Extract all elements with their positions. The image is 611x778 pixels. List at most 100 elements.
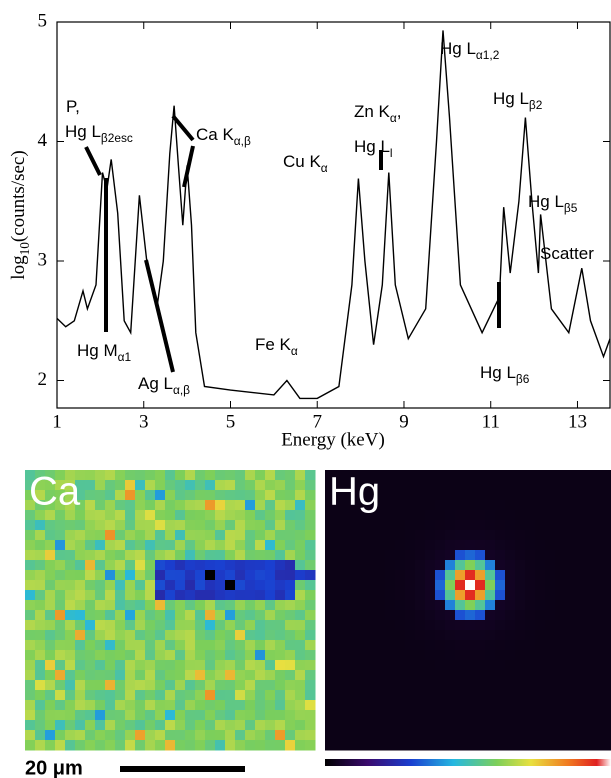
map-pixel [435, 630, 446, 641]
map-pixel [545, 510, 556, 521]
map-pixel [175, 650, 186, 661]
map-pixel [345, 470, 356, 481]
map-pixel [495, 650, 506, 661]
map-pixel [495, 520, 506, 531]
map-pixel [295, 710, 306, 721]
map-pixel [415, 660, 426, 671]
map-pixel [175, 730, 186, 741]
map-pixel [145, 560, 156, 571]
map-pixel [175, 570, 186, 581]
map-pixel [195, 600, 206, 611]
map-pixel [255, 620, 266, 631]
map-pixel [345, 620, 356, 631]
map-pixel [135, 700, 146, 711]
map-pixel [85, 620, 96, 631]
map-pixel [365, 690, 376, 701]
map-pixel [325, 730, 336, 741]
map-pixel [35, 690, 46, 701]
x-tick-label: 11 [482, 411, 500, 432]
map-pixel [405, 660, 416, 671]
map-pixel [35, 630, 46, 641]
map-pixel [125, 470, 136, 481]
map-pixel [395, 720, 406, 731]
map-pixel [55, 500, 66, 511]
map-pixel [425, 540, 436, 551]
map-pixel [275, 470, 286, 481]
map-pixel [535, 710, 546, 721]
map-pixel [325, 590, 336, 601]
map-pixel [425, 590, 436, 601]
map-pixel [225, 660, 236, 671]
map-pixel [465, 660, 476, 671]
map-pixel [275, 610, 286, 621]
map-pixel [335, 490, 346, 501]
map-pixel [325, 710, 336, 721]
map-pixel [565, 640, 576, 651]
map-pixel [495, 690, 506, 701]
map-pixel [115, 700, 126, 711]
map-pixel [105, 690, 116, 701]
map-pixel [545, 500, 556, 511]
map-pixel [105, 630, 116, 641]
map-pixel [575, 520, 586, 531]
map-pixel [275, 570, 286, 581]
map-pixel [165, 600, 176, 611]
map-pixel [355, 470, 366, 481]
map-pixel [355, 490, 366, 501]
map-pixel [65, 670, 76, 681]
map-pixel [295, 600, 306, 611]
map-pixel [585, 700, 596, 711]
map-pixel [385, 580, 396, 591]
map-pixel [445, 610, 456, 621]
map-pixel [95, 690, 106, 701]
map-pixel [245, 680, 256, 691]
map-pixel [125, 690, 136, 701]
map-pixel [395, 710, 406, 721]
map-pixel [275, 630, 286, 641]
map-pixel [195, 500, 206, 511]
map-pixel [555, 710, 566, 721]
map-pixel [365, 570, 376, 581]
map-pixel [275, 590, 286, 601]
map-pixel [95, 490, 106, 501]
map-pixel [595, 510, 606, 521]
map-pixel [575, 630, 586, 641]
map-pixel [415, 590, 426, 601]
map-pixel [575, 700, 586, 711]
map-pixel [135, 670, 146, 681]
map-pixel [285, 740, 296, 751]
map-pixel [225, 570, 236, 581]
annotation: Hg Lα1,2 [440, 39, 500, 62]
annotation: Ca Kα,β [196, 125, 251, 148]
map-pixel [425, 610, 436, 621]
map-pixel [445, 520, 456, 531]
map-pixel [245, 670, 256, 681]
map-pixel [225, 510, 236, 521]
map-pixel [175, 480, 186, 491]
map-pixel [245, 690, 256, 701]
map-pixel [35, 610, 46, 621]
map-pixel [45, 700, 56, 711]
map-pixel [225, 630, 236, 641]
map-pixel [455, 500, 466, 511]
map-pixel [75, 470, 86, 481]
map-pixel [145, 530, 156, 541]
map-pixel [485, 710, 496, 721]
map-pixel [125, 530, 136, 541]
map-pixel [255, 630, 266, 641]
map-pixel [465, 710, 476, 721]
map-pixel [115, 470, 126, 481]
map-pixel [505, 690, 516, 701]
map-pixel [145, 570, 156, 581]
map-pixel [505, 510, 516, 521]
map-pixel [285, 710, 296, 721]
map-pixel [285, 620, 296, 631]
map-pixel [475, 560, 486, 571]
map-pixel [245, 620, 256, 631]
map-pixel [65, 730, 76, 741]
map-pixel [475, 500, 486, 511]
map-pixel [545, 620, 556, 631]
map-pixel [495, 490, 506, 501]
map-pixel [355, 580, 366, 591]
map-pixel [275, 670, 286, 681]
